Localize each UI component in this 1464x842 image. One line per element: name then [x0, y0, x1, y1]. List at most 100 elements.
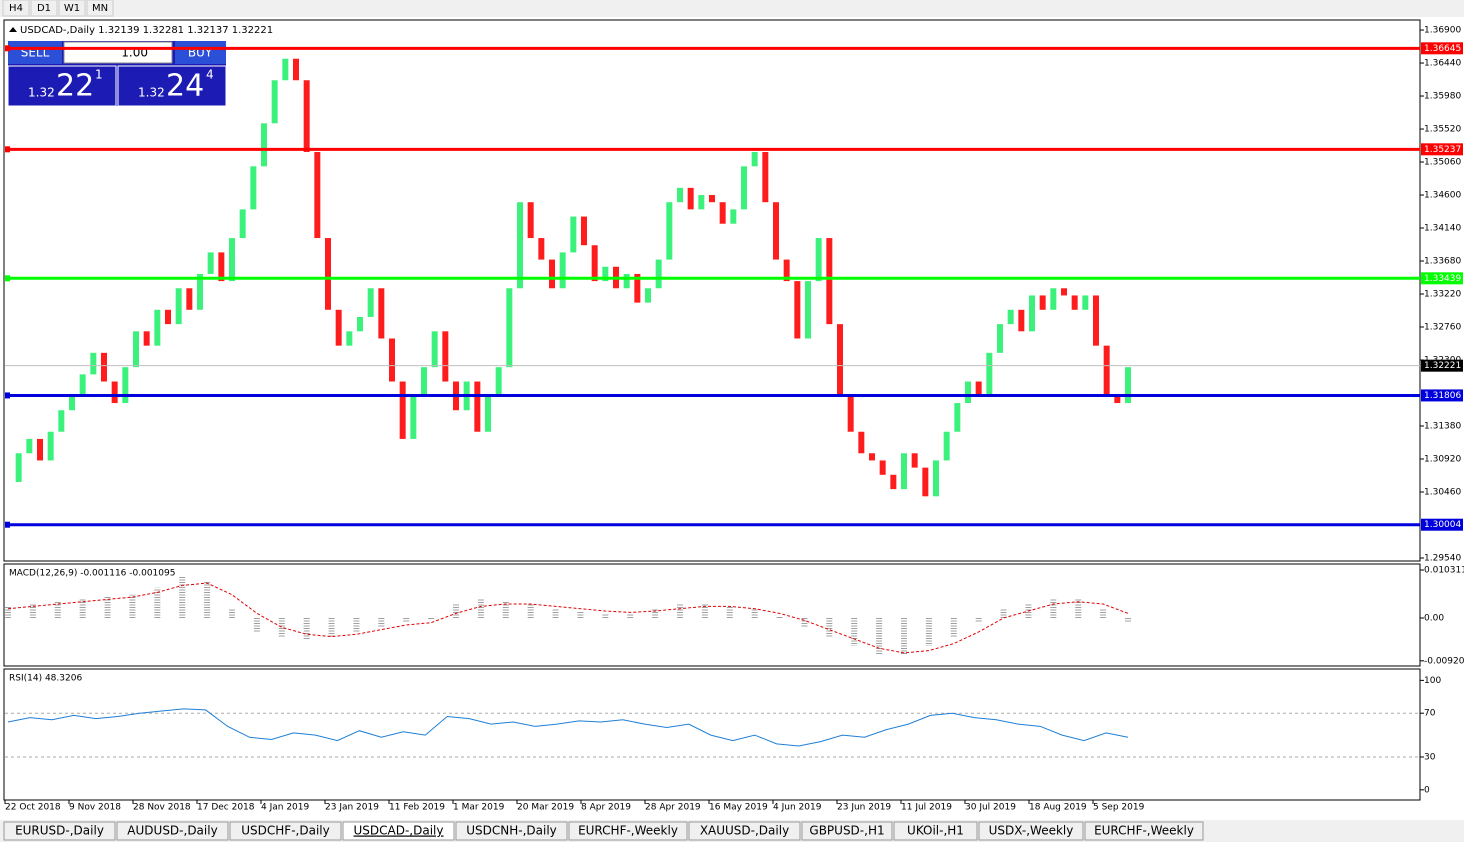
- symbol-tab[interactable]: [229, 821, 342, 841]
- symbol-tab-label: XAUUSD-,Daily: [700, 824, 789, 838]
- y-tick-label: 1.34600: [1424, 191, 1461, 201]
- candle-body: [410, 395, 417, 439]
- level-handle: [5, 45, 10, 52]
- candle-body: [837, 324, 843, 396]
- symbol-tab-label: EURCHF-,Weekly: [1094, 824, 1194, 838]
- timeframe-button[interactable]: [86, 0, 114, 17]
- candle-body: [1114, 395, 1121, 404]
- symbol-tab[interactable]: [801, 821, 893, 841]
- candle-body: [922, 467, 929, 497]
- timeframe-label: MN: [92, 3, 108, 14]
- level-box: [1421, 272, 1463, 285]
- x-tick-label: 11 Jul 2019: [901, 803, 952, 813]
- y-tick-label: 1.34140: [1424, 224, 1461, 234]
- x-tick-label: 30 Jul 2019: [965, 803, 1016, 813]
- ask-prefix: 1.32: [138, 86, 165, 100]
- candle-body: [378, 288, 385, 339]
- candle-body: [101, 352, 107, 382]
- candle-body: [538, 238, 545, 260]
- rsi-panel: [3, 668, 1421, 801]
- candle-body: [591, 245, 598, 282]
- y-tick-label: 1.36440: [1424, 59, 1461, 69]
- symbol-tab[interactable]: [455, 821, 568, 841]
- level-box: [1421, 42, 1463, 55]
- candle-body: [794, 281, 801, 339]
- y-tick-label: 0.00: [1424, 614, 1444, 624]
- timeframe-label: W1: [64, 3, 80, 14]
- candle-body: [69, 395, 75, 411]
- x-tick-label: 4 Jan 2019: [261, 803, 309, 813]
- candle-body: [901, 453, 907, 490]
- candle-body: [730, 209, 737, 224]
- bid-box[interactable]: [7, 65, 117, 107]
- ask-box[interactable]: [117, 65, 227, 107]
- timeframe-button[interactable]: [30, 0, 58, 17]
- y-tick-label: 1.33680: [1424, 257, 1461, 267]
- candle-body: [218, 252, 225, 282]
- y-tick-label: 0: [1424, 785, 1430, 795]
- x-tick-label: 16 May 2019: [709, 803, 768, 813]
- symbol-tab[interactable]: [1084, 821, 1204, 841]
- buy-button[interactable]: [175, 41, 226, 64]
- symbol-tab[interactable]: [978, 821, 1084, 841]
- candle-body: [869, 453, 875, 461]
- candle-body: [325, 238, 331, 310]
- level-label: 1.36645: [1424, 44, 1461, 54]
- x-tick-label: 22 Oct 2018: [5, 803, 61, 813]
- y-tick-label: 1.33220: [1424, 290, 1461, 300]
- candle-body: [506, 288, 513, 368]
- bid-prefix: 1.32: [28, 86, 55, 100]
- y-tick-label: 70: [1424, 709, 1436, 719]
- symbol-tab[interactable]: [116, 821, 229, 841]
- x-tick-label: 8 Apr 2019: [581, 803, 631, 813]
- candle-body: [389, 338, 395, 382]
- candle-body: [719, 202, 726, 224]
- indicator-title: MACD(12,26,9) -0.001116 -0.001095: [9, 569, 175, 579]
- candle-body: [303, 80, 310, 152]
- symbol-tab[interactable]: [893, 821, 978, 841]
- y-tick-label: 1.30920: [1424, 454, 1461, 464]
- lot-input[interactable]: [63, 41, 173, 64]
- candle-body: [773, 202, 779, 260]
- candle-body: [421, 367, 427, 396]
- y-tick-label: -0.009203: [1424, 656, 1464, 666]
- symbol-tab[interactable]: [3, 821, 116, 841]
- level-box: [1421, 389, 1463, 402]
- price-panel: [3, 19, 1421, 562]
- candle-body: [911, 453, 918, 468]
- candle-body: [1125, 367, 1131, 404]
- candle-body: [1103, 345, 1110, 396]
- candle-body: [559, 252, 566, 289]
- level-handle: [5, 275, 10, 282]
- symbol-tab[interactable]: [688, 821, 801, 841]
- symbol-tab[interactable]: [568, 821, 688, 841]
- symbol-tab[interactable]: [342, 821, 455, 841]
- y-tick-label: 1.36900: [1424, 26, 1461, 36]
- sell-button[interactable]: [8, 41, 62, 64]
- symbol-tab-label: UKOil-,H1: [907, 824, 964, 838]
- candle-body: [527, 202, 534, 239]
- x-tick-label: 28 Apr 2019: [645, 803, 701, 813]
- candle-body: [431, 331, 438, 368]
- candle-body: [1018, 309, 1025, 332]
- trade-panel: SELL 1.00 BUY 1.32 22 1 1.32 24 4: [7, 41, 227, 107]
- timeframe-button[interactable]: [2, 0, 30, 17]
- y-tick-label: 1.29540: [1424, 553, 1461, 563]
- candle-body: [229, 238, 235, 282]
- timeframe-button[interactable]: [58, 0, 86, 17]
- candle-body: [954, 403, 961, 432]
- symbol-tab-label: GBPUSD-,H1: [809, 824, 884, 838]
- candle-body: [314, 151, 321, 239]
- candle-body: [26, 438, 33, 454]
- rsi-line: [7, 708, 1129, 747]
- candle-body: [261, 123, 267, 167]
- candle-body: [634, 273, 641, 303]
- candle-body: [655, 259, 662, 289]
- level-box: [1421, 143, 1463, 156]
- candle-body: [666, 202, 673, 260]
- candle-body: [399, 381, 406, 439]
- candle-body: [581, 216, 587, 246]
- candle-body: [1093, 295, 1099, 346]
- candle-body: [15, 453, 22, 482]
